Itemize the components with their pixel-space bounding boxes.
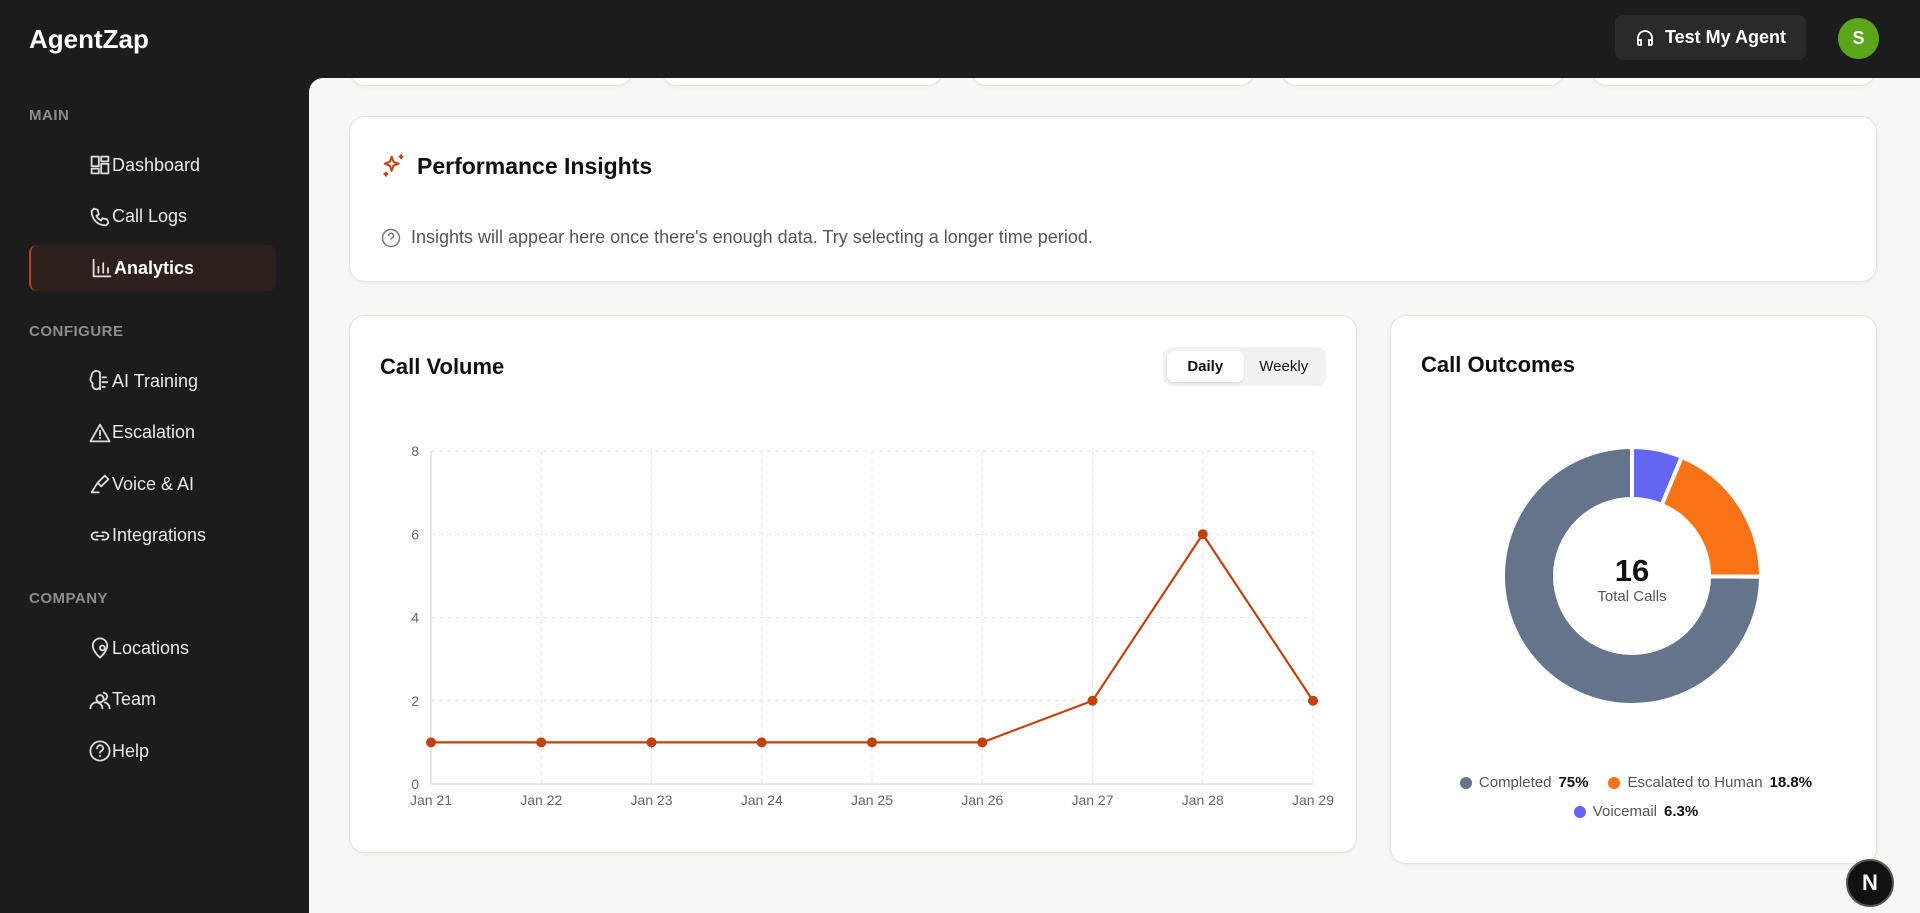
headset-icon bbox=[1637, 30, 1653, 46]
stat-card bbox=[1591, 78, 1876, 86]
test-agent-button[interactable]: Test My Agent bbox=[1615, 15, 1806, 60]
nav-label: Escalation bbox=[112, 422, 196, 442]
nav-item[interactable]: Call Logs bbox=[29, 194, 276, 240]
insights-title: Performance Insights bbox=[417, 153, 653, 179]
sparkle-icon bbox=[383, 154, 404, 177]
legend-swatch bbox=[1459, 776, 1472, 789]
card-title: Call Outcomes bbox=[1421, 352, 1576, 377]
avatar[interactable]: S bbox=[1838, 18, 1879, 59]
legend-value: 75% bbox=[1558, 774, 1589, 791]
call-volume-card: Call Volume Daily Weekly bbox=[349, 315, 1357, 853]
nav-icon bbox=[90, 207, 110, 226]
legend-value: 18.8% bbox=[1769, 774, 1813, 791]
nav-item[interactable]: Escalation bbox=[29, 410, 276, 456]
icon-path bbox=[89, 740, 111, 762]
nav-icon bbox=[89, 370, 109, 391]
icon-path bbox=[90, 531, 110, 540]
nav-item[interactable]: Team bbox=[29, 677, 276, 723]
icon-path bbox=[92, 258, 112, 278]
legend-value: 6.3% bbox=[1664, 803, 1699, 820]
nav-label: Analytics bbox=[114, 257, 195, 278]
icon-path bbox=[91, 637, 109, 659]
legend-label: Escalated to Human bbox=[1627, 774, 1763, 791]
nav-label: Dashboard bbox=[112, 154, 201, 175]
nav-item[interactable]: Integrations bbox=[29, 513, 276, 559]
icon-path bbox=[89, 691, 111, 709]
dev-badge[interactable]: N bbox=[1846, 859, 1894, 907]
nav-label: Integrations bbox=[112, 525, 207, 545]
nav-item[interactable]: Voice & AI bbox=[29, 461, 276, 507]
stat-card bbox=[661, 78, 943, 86]
nav-section-label: MAIN bbox=[29, 107, 70, 124]
legend-swatch bbox=[1573, 805, 1586, 818]
insights-card: Performance Insights Insights will appea… bbox=[349, 116, 1877, 282]
nav-label: Help bbox=[112, 740, 150, 761]
legend-item: Voicemail 6.3% bbox=[1573, 803, 1699, 820]
nav-icon bbox=[91, 637, 109, 659]
call-outcomes-card: Call Outcomes Completed 75% Escalated to H… bbox=[1390, 315, 1877, 864]
insights-message: Insights will appear here once there's e… bbox=[411, 227, 1093, 247]
brand[interactable]: AgentZap bbox=[29, 24, 149, 54]
toggle-option[interactable]: Daily bbox=[1167, 351, 1244, 382]
main-panel: Performance Insights Insights will appea… bbox=[309, 78, 1920, 913]
nav-item[interactable]: Locations bbox=[29, 625, 276, 671]
nav-icon bbox=[89, 740, 111, 762]
toggle-option[interactable]: Weekly bbox=[1259, 358, 1309, 375]
icon-path bbox=[90, 155, 110, 175]
nav-icon bbox=[90, 155, 110, 175]
legend: Completed 75% Escalated to Human 18.8% Voice… bbox=[1431, 774, 1841, 820]
nav-icon bbox=[89, 691, 111, 709]
nav-icon bbox=[90, 531, 110, 540]
nav-section-label: COMPANY bbox=[29, 590, 109, 607]
icon-path bbox=[90, 207, 110, 226]
nav-item[interactable]: Dashboard bbox=[29, 142, 276, 188]
card-title: Call Volume bbox=[380, 354, 505, 379]
icon-path bbox=[90, 474, 110, 494]
legend-item: Completed 75% bbox=[1459, 774, 1589, 791]
nav-item[interactable]: Analytics bbox=[29, 245, 276, 291]
nav-icon bbox=[90, 474, 110, 494]
legend-label: Completed bbox=[1478, 774, 1552, 791]
nav-item[interactable]: Help bbox=[29, 728, 276, 774]
legend-item: Escalated to Human 18.8% bbox=[1608, 774, 1812, 791]
nav-label: Call Logs bbox=[112, 206, 188, 226]
stat-card bbox=[349, 78, 633, 86]
nav-label: Voice & AI bbox=[112, 473, 195, 494]
icon-path bbox=[89, 423, 111, 442]
legend-swatch bbox=[1608, 776, 1621, 789]
nav-label: AI Training bbox=[112, 370, 199, 391]
help-icon bbox=[381, 228, 401, 248]
nav-label: Team bbox=[112, 689, 157, 709]
nav-item[interactable]: AI Training bbox=[29, 358, 276, 404]
button-label: Test My Agent bbox=[1665, 27, 1787, 47]
nav-section-label: CONFIGURE bbox=[29, 323, 124, 340]
nav-icon bbox=[89, 423, 111, 442]
icon-path bbox=[89, 370, 109, 391]
period-toggle: Daily Weekly bbox=[1163, 347, 1326, 386]
legend-label: Voicemail bbox=[1592, 803, 1657, 820]
nav-label: Locations bbox=[112, 637, 190, 658]
nav-icon bbox=[92, 258, 112, 278]
stat-card bbox=[971, 78, 1255, 86]
stat-card bbox=[1281, 78, 1565, 86]
